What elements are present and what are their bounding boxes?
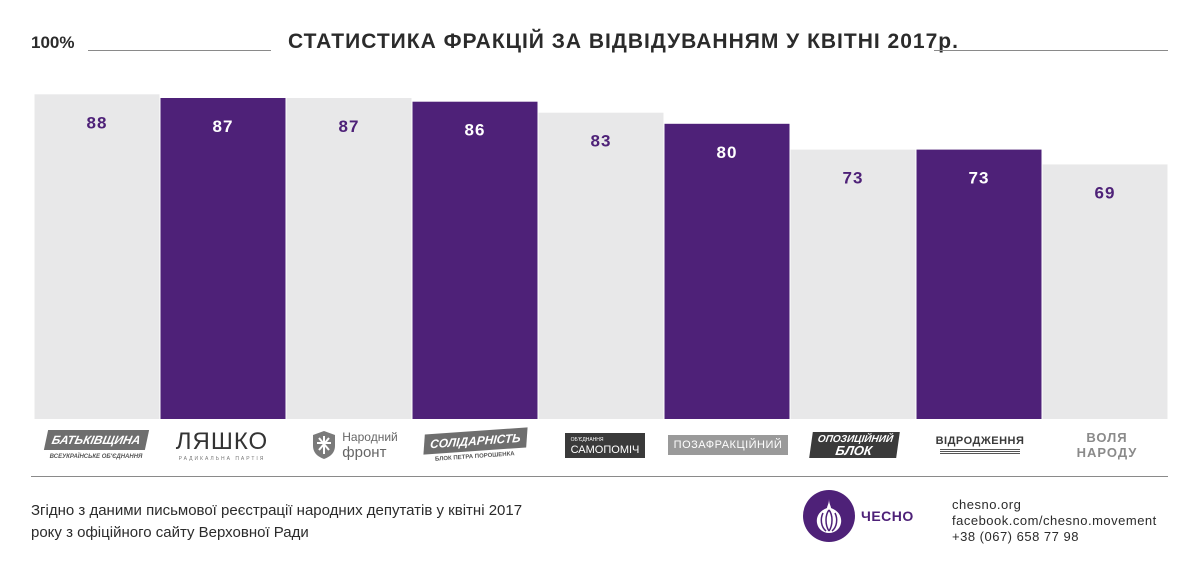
logo-samopomich-name: САМОПОМІЧ <box>570 443 640 456</box>
bar-chart: 88 87 87 86 83 80 73 73 69 <box>34 94 1168 420</box>
logo-vidrodzhennia: ВІДРОДЖЕННЯ <box>920 422 1040 468</box>
contact-facebook-link[interactable]: facebook.com/chesno.movement <box>952 513 1157 528</box>
logo-pozafraktsiinyi: ПОЗАФРАКЦІЙНИЙ <box>667 422 789 468</box>
logo-narodnyi-front-line1: Народний <box>342 430 398 444</box>
garlic-icon <box>803 490 855 542</box>
bar-7 <box>790 149 916 419</box>
axis-max-label: 100% <box>31 33 75 52</box>
source-line-1: Згідно з даними письмової реєстрації нар… <box>31 502 523 519</box>
footer-divider <box>31 476 1168 477</box>
logo-samopomich-small: ОБ'ЄДНАННЯ <box>570 436 604 443</box>
title-rule-right <box>934 50 1168 51</box>
bar-value-label-9: 69 <box>1095 183 1116 202</box>
bar-1 <box>34 94 160 420</box>
bar-3 <box>286 98 412 419</box>
logo-volya-line2: НАРОДУ <box>1076 445 1138 460</box>
logo-batkivshchyna: БАТЬКІВЩИНА ВСЕУКРАЇНСЬКЕ ОБ'ЄДНАННЯ <box>36 422 156 468</box>
source-note: Згідно з даними письмової реєстрації нар… <box>31 500 522 544</box>
chart-title: СТАТИСТИКА ФРАКЦІЙ ЗА ВІДВІДУВАННЯМ У КВ… <box>288 30 959 53</box>
logo-batkivshchyna-sub: ВСЕУКРАЇНСЬКЕ ОБ'ЄДНАННЯ <box>49 454 143 460</box>
chesno-logo: ЧЕСНО <box>803 490 914 542</box>
bar-6 <box>664 123 790 420</box>
bar-value-label-4: 86 <box>465 121 486 140</box>
contact-phone: +38 (067) 658 77 98 <box>952 529 1079 544</box>
logo-lyashko-sub: РАДИКАЛЬНА ПАРТІЯ <box>178 456 266 462</box>
bar-value-label-3: 87 <box>339 117 360 136</box>
bar-value-label-1: 88 <box>87 113 108 132</box>
bar-value-label-7: 73 <box>843 169 864 188</box>
logo-vidrodzhennia-name: ВІДРОДЖЕННЯ <box>935 435 1025 447</box>
logo-vidrodzhennia-lines <box>940 449 1020 455</box>
logo-volya-line1: ВОЛЯ <box>1086 430 1128 445</box>
bar-value-label-8: 73 <box>969 169 990 188</box>
bar-4 <box>412 101 538 419</box>
contact-site-link[interactable]: chesno.org <box>952 497 1022 512</box>
bar-value-label-6: 80 <box>717 143 738 162</box>
logo-batkivshchyna-name: БАТЬКІВЩИНА <box>43 430 149 450</box>
bar-8 <box>916 149 1042 419</box>
logo-pozafraktsiinyi-name: ПОЗАФРАКЦІЙНИЙ <box>667 435 789 455</box>
title-rule-left <box>88 50 271 51</box>
logo-solidarnist-name: СОЛІДАРНІСТЬ <box>423 426 527 455</box>
bar-5 <box>538 112 664 419</box>
logo-volya-narodu: ВОЛЯ НАРОДУ <box>1047 422 1167 468</box>
bar-value-label-2: 87 <box>213 117 234 136</box>
logo-narodnyi-front: Народний фронт <box>300 422 410 468</box>
chesno-wordmark: ЧЕСНО <box>861 508 914 524</box>
logo-opozytsiinyi-blok: ОПОЗИЦІЙНИЙ БЛОК <box>795 422 915 468</box>
logo-narodnyi-front-line2: фронт <box>342 444 387 461</box>
source-line-2: року з офіційного сайту Верховної Ради <box>31 524 309 541</box>
narodnyi-front-emblem-icon <box>313 431 336 459</box>
logo-solidarnist: СОЛІДАРНІСТЬ БЛОК ПЕТРА ПОРОШЕНКА <box>420 422 530 468</box>
logo-opozytsiinyi-line2: БЛОК <box>834 443 874 458</box>
logo-lyashko-name: ЛЯШКО <box>175 428 269 455</box>
contacts: chesno.org facebook.com/chesno.movement … <box>952 497 1157 545</box>
bar-value-label-5: 83 <box>591 132 612 151</box>
bar-2 <box>160 98 286 419</box>
logo-lyashko: ЛЯШКО РАДИКАЛЬНА ПАРТІЯ <box>162 422 282 468</box>
bar-9 <box>1042 164 1168 419</box>
logo-samopomich: ОБ'ЄДНАННЯ САМОПОМІЧ <box>545 422 665 468</box>
